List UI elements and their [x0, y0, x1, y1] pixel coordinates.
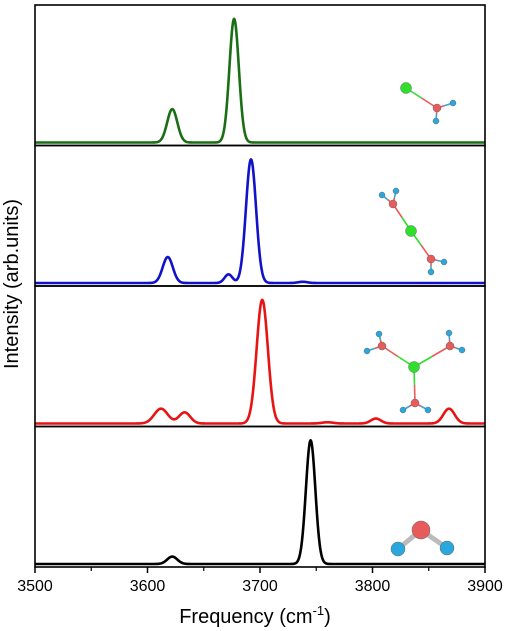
panel-2-spectrum-line: [34, 158, 486, 285]
cl-2h2o-molecule-icon: [378, 187, 448, 276]
h-atom: [458, 346, 466, 354]
x-axis-title-suffix: ): [324, 606, 331, 628]
panel-2: [34, 158, 486, 285]
h-atom: [439, 540, 455, 556]
h-atom: [399, 406, 407, 414]
axes: [34, 4, 486, 568]
x-tick-label: 3800: [355, 578, 391, 595]
h-atom: [375, 330, 383, 338]
o-atom: [445, 341, 455, 351]
panels: [34, 17, 486, 566]
cl-3h2o-molecule-icon: [363, 329, 466, 414]
o-atom: [388, 199, 398, 209]
x-tick-label: 3700: [242, 578, 278, 595]
x-ticks: 3500 3600 3700 3800 3900: [17, 567, 503, 595]
panel-4: [34, 439, 486, 566]
h-atom: [440, 258, 448, 266]
o-atom: [410, 398, 420, 408]
cl-atom: [408, 361, 420, 373]
x-axis-title: Frequency (cm-1): [179, 603, 331, 628]
h-atom: [427, 268, 435, 276]
o-atom: [411, 520, 431, 540]
x-tick-label: 3600: [130, 578, 166, 595]
h-atom: [445, 329, 453, 337]
cl-atom: [405, 225, 417, 237]
y-axis-title: Intensity (arb.units): [1, 199, 23, 369]
x-axis-title-prefix: Frequency (cm: [179, 606, 312, 628]
cl-h2o-molecule-icon: [400, 82, 457, 125]
o-atom: [426, 254, 436, 264]
x-axis-title-sup: -1: [313, 603, 325, 618]
panel-1-frame: [34, 4, 486, 147]
h-atom: [424, 406, 432, 414]
panel-4-frame: [34, 425, 486, 568]
panel-1-spectrum-line: [34, 17, 486, 144]
o-atom: [432, 103, 442, 113]
h-atom: [378, 191, 386, 199]
x-tick-label: 3500: [17, 578, 53, 595]
h-atom: [363, 347, 371, 355]
panel-1: [34, 17, 486, 144]
o-atom: [377, 341, 387, 351]
h2o-molecule-icon: [390, 520, 455, 557]
h-atom: [432, 117, 440, 125]
cl-atom: [400, 82, 412, 94]
x-tick-label: 3900: [467, 578, 503, 595]
h-atom: [390, 541, 406, 557]
panel-3-spectrum-line: [34, 298, 486, 425]
h-atom: [392, 187, 400, 195]
h-atom: [449, 99, 457, 107]
panel-4-spectrum-line: [34, 439, 486, 566]
panel-3: [34, 298, 486, 425]
